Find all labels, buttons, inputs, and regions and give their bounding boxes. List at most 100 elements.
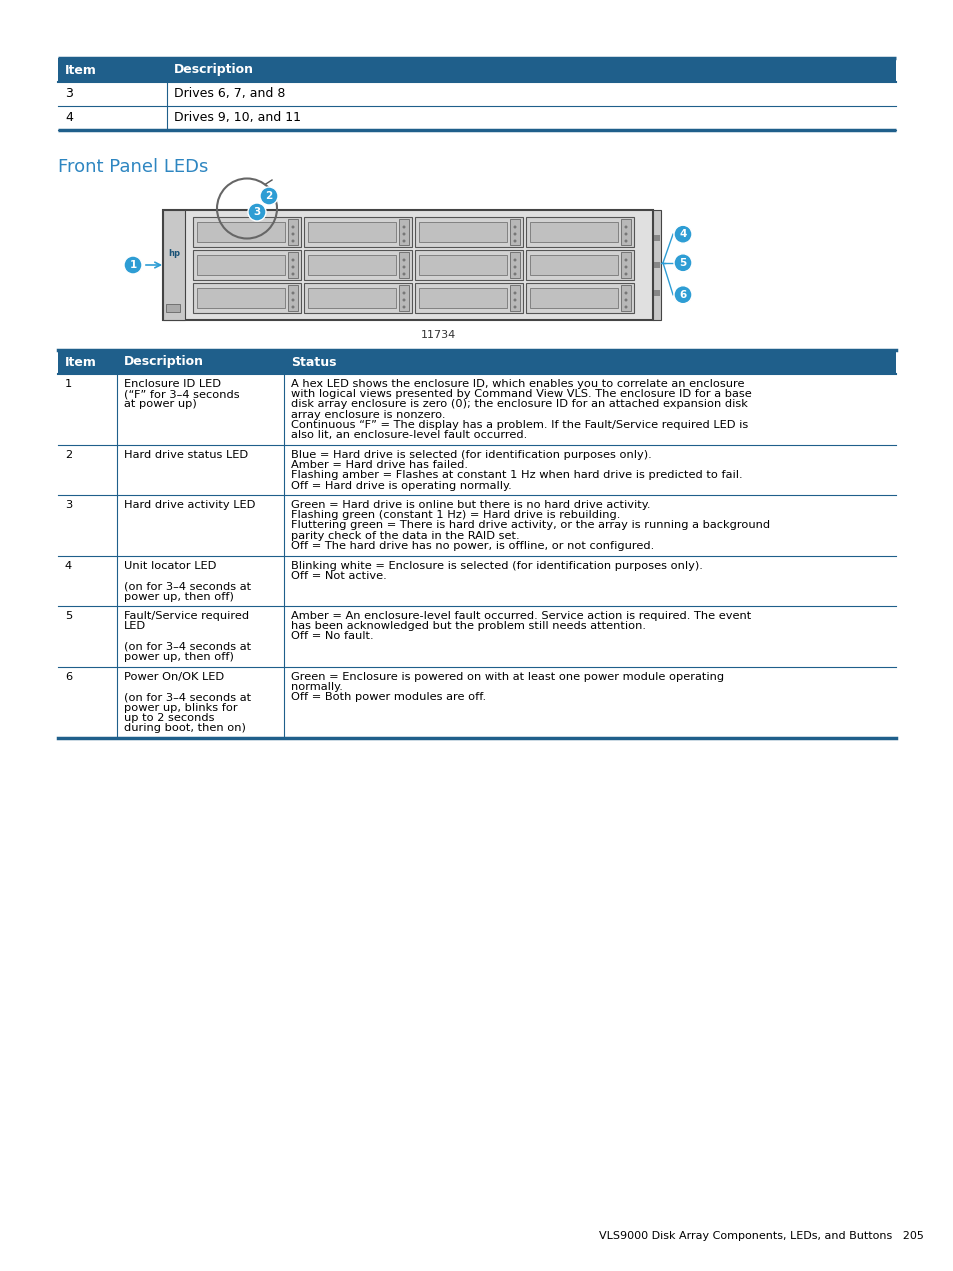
Bar bbox=[398, 252, 409, 278]
Bar bbox=[308, 289, 395, 308]
Bar bbox=[58, 58, 895, 83]
Bar bbox=[418, 255, 506, 275]
Circle shape bbox=[292, 266, 294, 268]
Text: Status: Status bbox=[291, 356, 336, 369]
Circle shape bbox=[402, 233, 405, 235]
Text: 3: 3 bbox=[253, 207, 260, 217]
Bar bbox=[58, 667, 895, 738]
Bar bbox=[288, 252, 297, 278]
Circle shape bbox=[513, 239, 516, 243]
Text: Off = Both power modules are off.: Off = Both power modules are off. bbox=[291, 693, 486, 703]
Text: Drives 9, 10, and 11: Drives 9, 10, and 11 bbox=[173, 111, 300, 125]
Text: Drives 6, 7, and 8: Drives 6, 7, and 8 bbox=[173, 86, 285, 100]
Circle shape bbox=[402, 291, 405, 295]
Circle shape bbox=[292, 233, 294, 235]
Text: 11734: 11734 bbox=[420, 330, 456, 341]
Bar bbox=[654, 262, 659, 268]
Bar bbox=[304, 283, 412, 313]
Text: 5: 5 bbox=[679, 258, 686, 268]
Bar bbox=[163, 210, 185, 320]
Text: A hex LED shows the enclosure ID, which enables you to correlate an enclosure: A hex LED shows the enclosure ID, which … bbox=[291, 379, 744, 389]
Bar bbox=[525, 250, 634, 280]
Bar bbox=[58, 350, 895, 374]
Circle shape bbox=[292, 291, 294, 295]
Text: (on for 3–4 seconds at: (on for 3–4 seconds at bbox=[124, 693, 251, 703]
Bar bbox=[510, 219, 519, 245]
Circle shape bbox=[673, 225, 691, 243]
Bar bbox=[525, 283, 634, 313]
Bar bbox=[193, 250, 301, 280]
Bar bbox=[193, 283, 301, 313]
Bar bbox=[620, 219, 630, 245]
Text: Flashing green (constant 1 Hz) = Hard drive is rebuilding.: Flashing green (constant 1 Hz) = Hard dr… bbox=[291, 510, 620, 520]
Text: 4: 4 bbox=[679, 229, 686, 239]
Text: Item: Item bbox=[65, 356, 97, 369]
Circle shape bbox=[292, 258, 294, 262]
Circle shape bbox=[248, 203, 266, 221]
Circle shape bbox=[513, 299, 516, 301]
Bar bbox=[510, 252, 519, 278]
Text: Off = Hard drive is operating normally.: Off = Hard drive is operating normally. bbox=[291, 480, 512, 491]
Bar bbox=[398, 285, 409, 311]
Circle shape bbox=[513, 272, 516, 276]
Circle shape bbox=[624, 266, 627, 268]
Text: LED: LED bbox=[124, 622, 146, 632]
Text: 1: 1 bbox=[130, 261, 136, 269]
Text: Off = No fault.: Off = No fault. bbox=[291, 632, 374, 642]
Bar bbox=[308, 255, 395, 275]
Text: Off = The hard drive has no power, is offline, or not configured.: Off = The hard drive has no power, is of… bbox=[291, 540, 654, 550]
Circle shape bbox=[624, 258, 627, 262]
Text: power up, blinks for: power up, blinks for bbox=[124, 703, 237, 713]
Text: 2: 2 bbox=[65, 450, 72, 460]
Circle shape bbox=[624, 305, 627, 309]
Text: power up, then off): power up, then off) bbox=[124, 652, 233, 662]
Text: during boot, then on): during boot, then on) bbox=[124, 723, 245, 733]
Text: disk array enclosure is zero (0); the enclosure ID for an attached expansion dis: disk array enclosure is zero (0); the en… bbox=[291, 399, 747, 409]
Text: 4: 4 bbox=[65, 111, 72, 125]
Bar bbox=[654, 235, 659, 240]
Text: at power up): at power up) bbox=[124, 399, 196, 409]
Text: also lit, an enclosure-level fault occurred.: also lit, an enclosure-level fault occur… bbox=[291, 430, 527, 440]
Bar bbox=[163, 210, 652, 320]
Bar bbox=[530, 255, 618, 275]
Text: Fault/Service required: Fault/Service required bbox=[124, 611, 249, 622]
Bar bbox=[166, 304, 180, 311]
Circle shape bbox=[292, 305, 294, 309]
Circle shape bbox=[402, 305, 405, 309]
Bar bbox=[58, 494, 895, 555]
Circle shape bbox=[402, 266, 405, 268]
Bar bbox=[58, 606, 895, 667]
Bar bbox=[418, 289, 506, 308]
Circle shape bbox=[513, 305, 516, 309]
Bar bbox=[654, 290, 659, 295]
Bar bbox=[304, 250, 412, 280]
Bar bbox=[58, 555, 895, 606]
Bar bbox=[398, 219, 409, 245]
Text: Green = Hard drive is online but there is no hard drive activity.: Green = Hard drive is online but there i… bbox=[291, 500, 650, 510]
Bar bbox=[196, 255, 285, 275]
Text: Off = Not active.: Off = Not active. bbox=[291, 571, 387, 581]
Text: up to 2 seconds: up to 2 seconds bbox=[124, 713, 213, 723]
Circle shape bbox=[402, 239, 405, 243]
Bar bbox=[196, 289, 285, 308]
Circle shape bbox=[260, 187, 277, 205]
Text: Enclosure ID LED: Enclosure ID LED bbox=[124, 379, 220, 389]
Circle shape bbox=[402, 272, 405, 276]
Text: Item: Item bbox=[65, 64, 97, 76]
Circle shape bbox=[624, 299, 627, 301]
Circle shape bbox=[624, 233, 627, 235]
Bar bbox=[196, 222, 285, 241]
Bar bbox=[288, 285, 297, 311]
Circle shape bbox=[124, 255, 142, 275]
Text: (“F” for 3–4 seconds: (“F” for 3–4 seconds bbox=[124, 389, 239, 399]
Text: with logical views presented by Command View VLS. The enclosure ID for a base: with logical views presented by Command … bbox=[291, 389, 751, 399]
Text: (on for 3–4 seconds at: (on for 3–4 seconds at bbox=[124, 581, 251, 591]
Text: Unit locator LED: Unit locator LED bbox=[124, 561, 215, 571]
Text: Blue = Hard drive is selected (for identification purposes only).: Blue = Hard drive is selected (for ident… bbox=[291, 450, 651, 460]
Bar bbox=[288, 219, 297, 245]
Circle shape bbox=[513, 266, 516, 268]
Bar bbox=[530, 289, 618, 308]
Text: Hard drive status LED: Hard drive status LED bbox=[124, 450, 248, 460]
Text: Description: Description bbox=[124, 356, 203, 369]
Text: Amber = Hard drive has failed.: Amber = Hard drive has failed. bbox=[291, 460, 468, 470]
